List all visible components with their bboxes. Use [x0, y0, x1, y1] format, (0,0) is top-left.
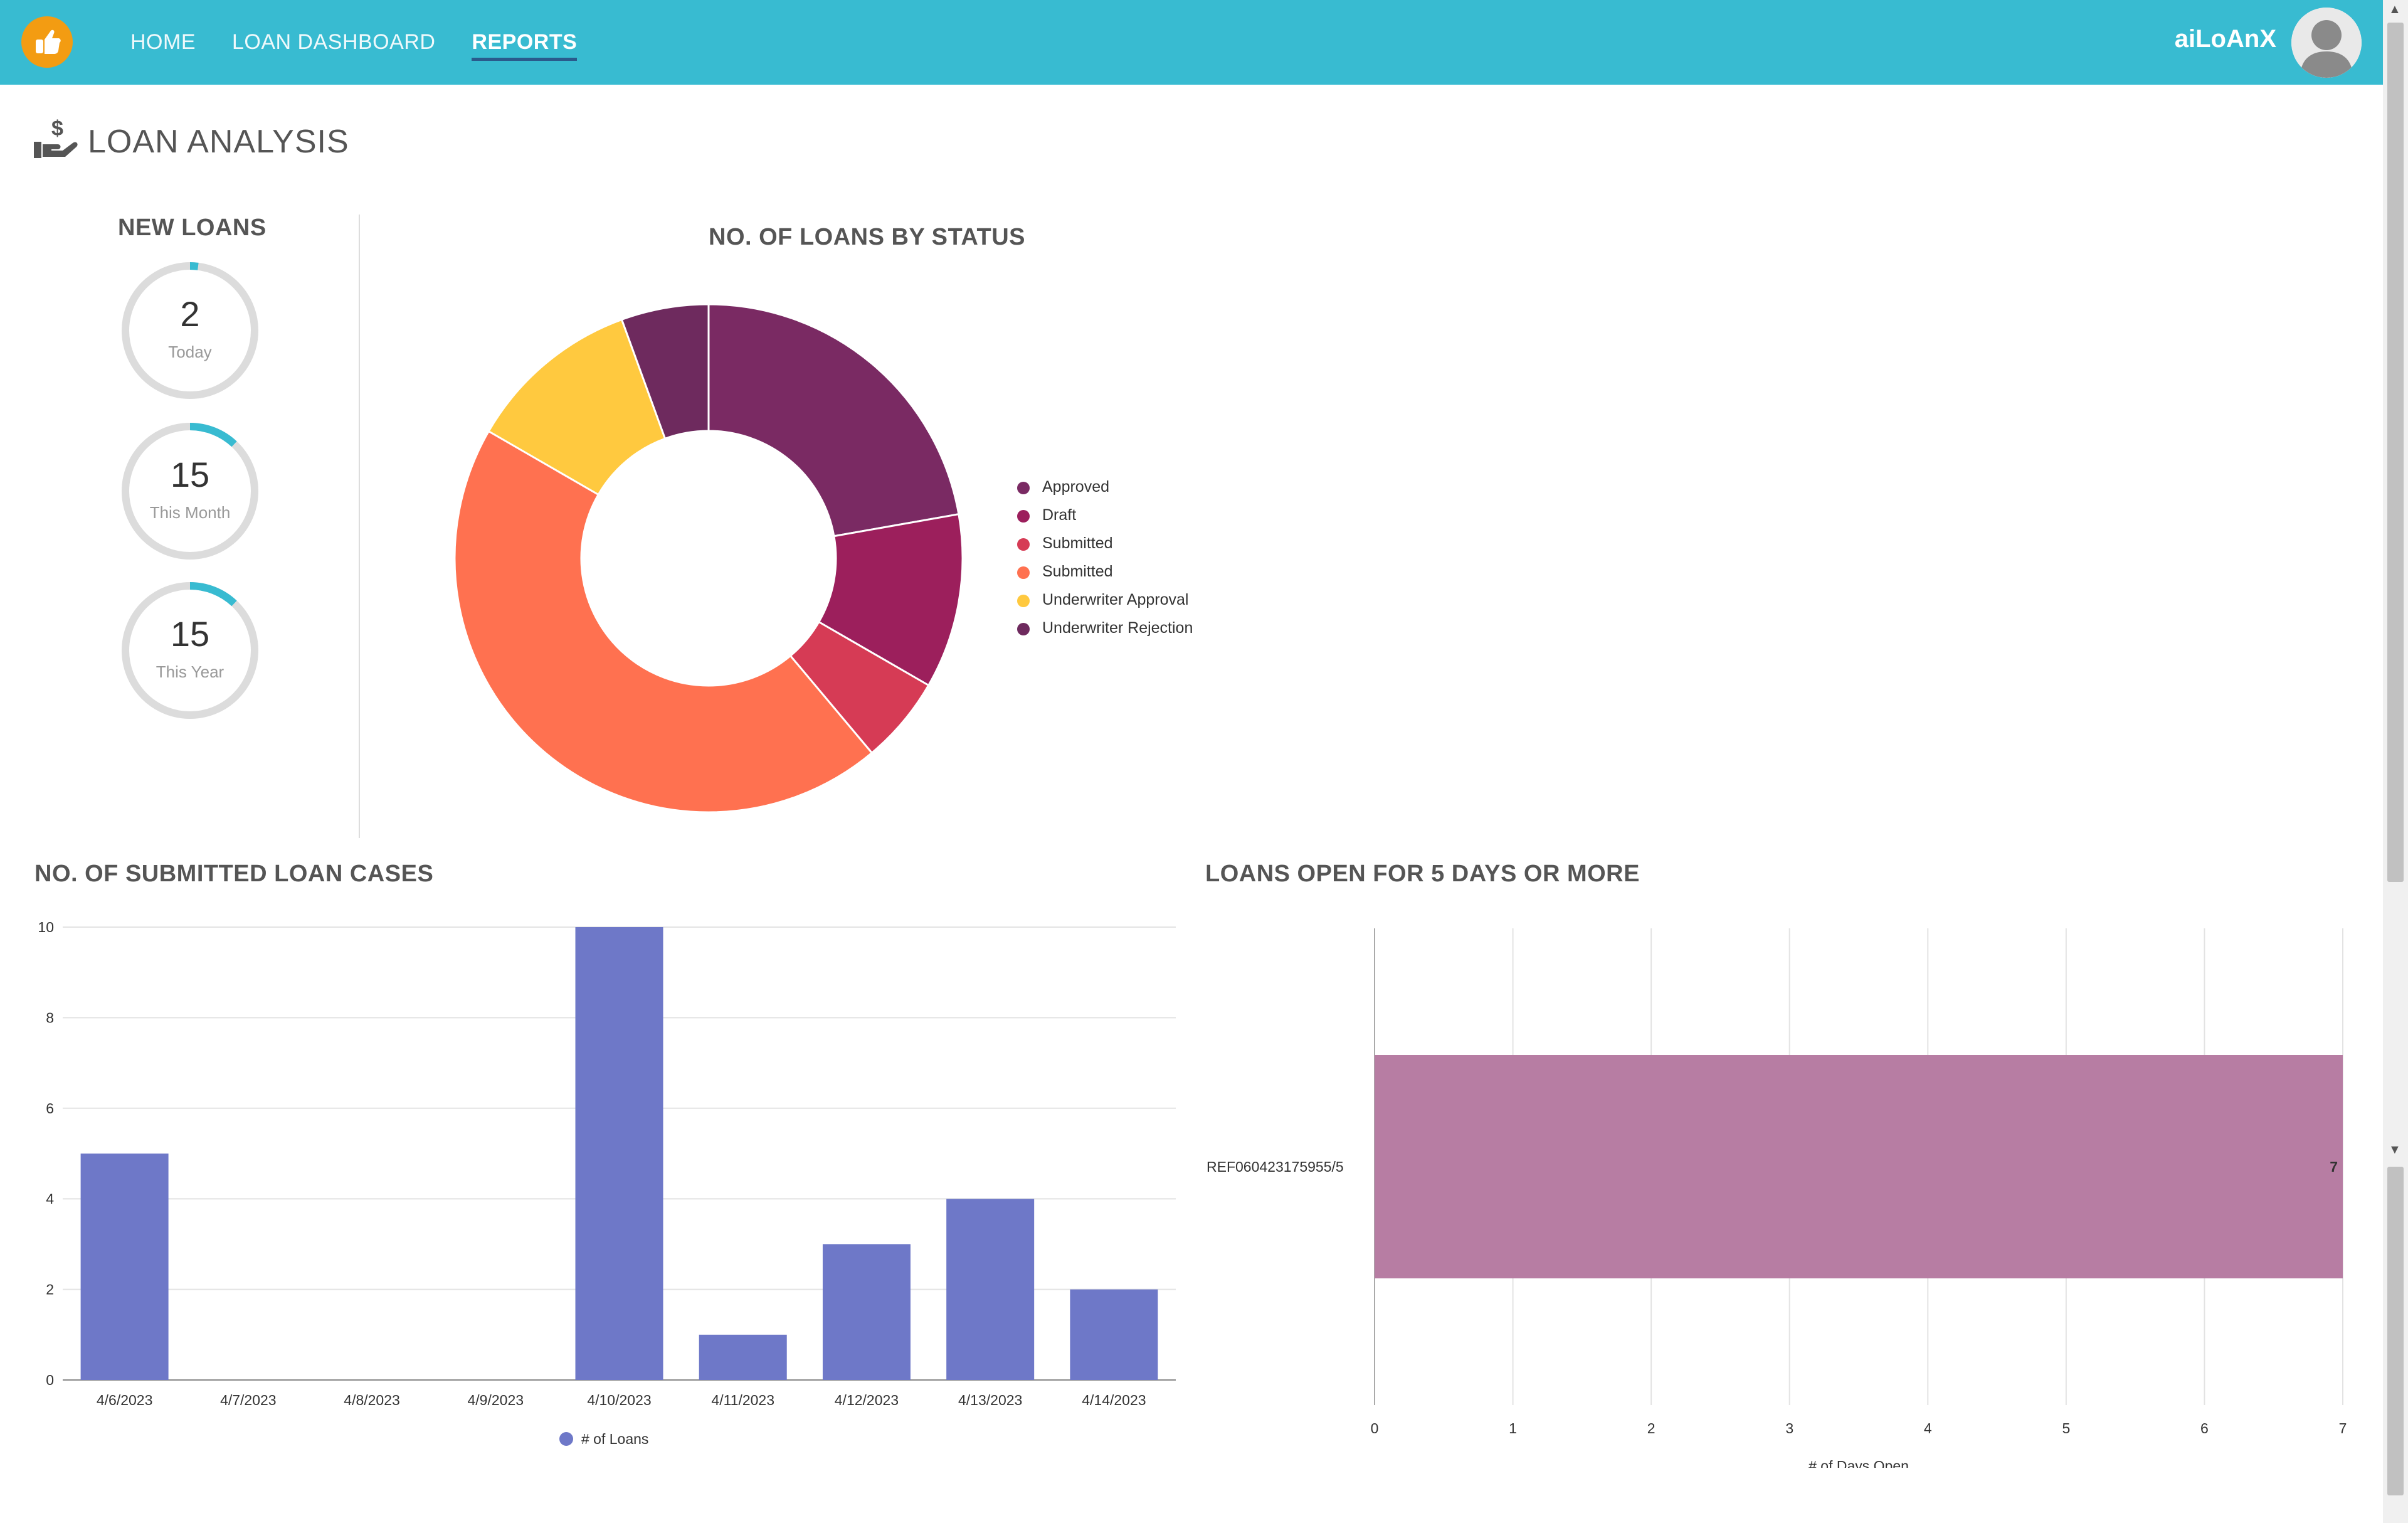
y-tick-label: 0: [46, 1372, 54, 1388]
y-tick-label: 2: [46, 1282, 54, 1298]
x-tick-label: 3: [1785, 1420, 1793, 1436]
legend-label: Submitted: [1042, 534, 1113, 552]
donut-slice-underwriter-rejection: [620, 303, 710, 440]
loans-by-status-title: NO. OF LOANS BY STATUS: [709, 224, 1026, 250]
donut-slice-approved: [707, 303, 960, 538]
donut-slice-submitted: [453, 430, 874, 814]
x-tick-label: 4/7/2023: [220, 1392, 277, 1408]
scroll-down-arrow-icon[interactable]: ▼: [2389, 1143, 2401, 1157]
ring-label: This Year: [156, 662, 224, 681]
bar-data-label: 7: [2330, 1159, 2338, 1175]
x-tick-label: 4/12/2023: [835, 1392, 899, 1408]
bar-4/10/2023: [575, 927, 663, 1380]
user-name[interactable]: aiLoAnX: [2174, 25, 2276, 53]
new-loans-ring: 2 Today: [118, 258, 262, 403]
submitted-loan-cases-bar-chart: 0 2 4 6 8 10 4/6/2023 4/7/2023 4/8/2023 4/9/2023 4…: [38, 919, 1176, 1447]
page-scrollbar[interactable]: ▲ ▼: [2383, 0, 2408, 1523]
bar-4/11/2023: [699, 1334, 787, 1380]
x-tick-label: 4/9/2023: [468, 1392, 524, 1408]
x-tick-label: 4/10/2023: [587, 1392, 651, 1408]
y-category-label: REF060423175955/5: [1207, 1159, 1344, 1175]
x-tick-label: 4/11/2023: [711, 1392, 774, 1408]
nav-loan-dashboard[interactable]: LOAN DASHBOARD: [232, 30, 436, 54]
x-axis-label: # of Days Open: [1809, 1458, 1909, 1468]
loans-by-status-donut-chart: [453, 303, 964, 814]
legend-dot: [1017, 510, 1030, 523]
nav-reports[interactable]: REPORTS: [472, 0, 578, 85]
x-tick-label: 4/8/2023: [344, 1392, 400, 1408]
new-loans-ring: 15 This Year: [118, 578, 262, 723]
ring-progress-arc: [122, 262, 258, 399]
legend-dot: [1017, 566, 1030, 579]
x-tick-label: 6: [2200, 1420, 2209, 1436]
legend-label: Approved: [1042, 478, 1110, 496]
legend-label: Underwriter Rejection: [1042, 619, 1193, 637]
ring-progress-arc: [122, 423, 258, 560]
y-tick-label: 6: [46, 1100, 54, 1117]
scroll-track-lower[interactable]: [2387, 1167, 2404, 1495]
new-loans-ring: 15 This Month: [118, 419, 262, 563]
x-tick-label: 4/14/2023: [1082, 1392, 1146, 1408]
page-title: LOAN ANALYSIS: [88, 124, 349, 160]
main-nav: HOME LOAN DASHBOARD REPORTS: [130, 0, 613, 85]
bar-4/14/2023: [1070, 1289, 1158, 1380]
ring-label: Today: [168, 342, 212, 361]
user-avatar-icon[interactable]: [2291, 8, 2362, 78]
legend-dot: [1017, 595, 1030, 607]
ring-value: 2: [180, 294, 200, 334]
y-tick-label: 10: [38, 919, 54, 935]
x-tick-label: 4/13/2023: [958, 1392, 1022, 1408]
logo-hand-icon[interactable]: [21, 16, 73, 68]
new-loans-title: NEW LOANS: [118, 215, 267, 241]
x-tick-label: 4/6/2023: [97, 1392, 153, 1408]
ring-value: 15: [170, 614, 210, 654]
x-tick-label: 1: [1509, 1420, 1517, 1436]
x-tick-label: 2: [1647, 1420, 1656, 1436]
legend-dot: [1017, 482, 1030, 494]
legend-dot: [1017, 623, 1030, 635]
y-tick-label: 8: [46, 1009, 54, 1026]
x-tick-label: 7: [2339, 1420, 2347, 1436]
x-tick-label: 0: [1371, 1420, 1379, 1436]
legend-dot: [559, 1432, 573, 1446]
legend-label: # of Loans: [581, 1431, 648, 1447]
bar-4/12/2023: [822, 1244, 911, 1380]
loans-open-title: LOANS OPEN FOR 5 DAYS OR MORE: [1205, 861, 1640, 887]
ring-progress-arc: [122, 582, 258, 719]
ring-label: This Month: [149, 503, 231, 522]
scroll-up-arrow-icon[interactable]: ▲: [2389, 3, 2401, 16]
y-tick-label: 4: [46, 1191, 54, 1207]
top-bar: HOME LOAN DASHBOARD REPORTS aiLoAnX: [0, 0, 2383, 85]
bar-REF060423175955/5: [1375, 1055, 2343, 1278]
bar-4/6/2023: [80, 1154, 169, 1380]
nav-home[interactable]: HOME: [130, 30, 196, 54]
svg-text:$: $: [51, 117, 63, 141]
ring-value: 15: [170, 455, 210, 494]
legend-label: Submitted: [1042, 563, 1113, 580]
x-tick-label: 5: [2062, 1420, 2070, 1436]
legend-label: Draft: [1042, 506, 1077, 524]
bar-4/13/2023: [946, 1199, 1035, 1380]
legend-dot: [1017, 538, 1030, 551]
loan-hand-dollar-icon: $: [34, 117, 78, 158]
x-tick-label: 4: [1924, 1420, 1932, 1436]
submitted-loan-cases-title: NO. OF SUBMITTED LOAN CASES: [34, 861, 434, 887]
scroll-thumb[interactable]: [2387, 23, 2404, 882]
donut-slice-underwriter-approval: [487, 318, 667, 496]
loans-open-horizontal-bar-chart: 0 1 2 3 4 5 6 7 7 REF060423175955/5 # of Days Open: [1207, 928, 2347, 1468]
legend-label: Underwriter Approval: [1042, 591, 1189, 608]
section-divider: [359, 215, 360, 838]
